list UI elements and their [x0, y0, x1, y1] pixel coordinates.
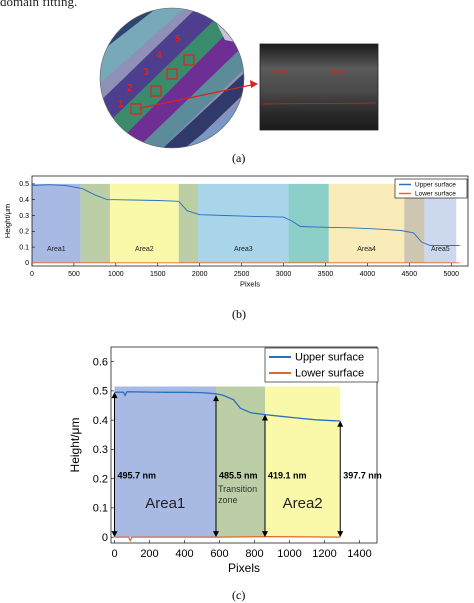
annotation-label: 495.7 nm: [118, 471, 157, 481]
x-tick-label: 400: [175, 548, 193, 560]
zoom-inset: Area1 Area2: [259, 43, 379, 131]
x-tick-label: 0: [30, 271, 34, 278]
x-axis-label: Pixels: [240, 280, 260, 289]
y-tick-label: 0.5: [93, 386, 108, 398]
x-tick-label: 1500: [150, 271, 166, 278]
region-band: [80, 183, 110, 263]
region-label: Area2: [283, 495, 323, 512]
region-band: [198, 183, 289, 263]
y-tick-label: 0.2: [93, 473, 108, 485]
x-tick-label: 1200: [312, 548, 336, 560]
legend-label: Upper surface: [295, 352, 364, 364]
marker-number: 1: [118, 99, 124, 110]
y-tick-label: 0.3: [93, 444, 108, 456]
x-tick-label: 600: [210, 548, 228, 560]
annotation-label: 485.5 nm: [219, 471, 258, 481]
arrow-head: [213, 531, 219, 538]
region-label: Area4: [357, 246, 376, 253]
region-band: [265, 386, 341, 538]
x-tick-label: 3000: [276, 271, 292, 278]
panel-a-label: (a): [232, 151, 246, 165]
region-band: [32, 183, 81, 263]
region-band: [404, 183, 425, 263]
arrow-head: [262, 531, 268, 538]
y-tick-label: 0: [25, 260, 29, 267]
x-tick-label: 2500: [234, 271, 250, 278]
y-axis-label: Height/μm: [68, 418, 82, 473]
axes-frame: [110, 346, 378, 544]
legend-box: [394, 178, 468, 199]
caption-fragment: domain fitting.: [0, 0, 78, 9]
marker-number: 4: [156, 50, 162, 61]
panel-c-label: (c): [232, 588, 246, 602]
y-tick-label: 0.1: [19, 244, 29, 251]
x-tick-label: 1400: [347, 548, 371, 560]
y-tick-label: 0.5: [19, 181, 29, 188]
x-tick-label: 1000: [108, 271, 124, 278]
arrow-head: [111, 531, 118, 538]
x-tick-label: 500: [68, 271, 80, 278]
y-axis-label: Height/μm: [3, 204, 12, 238]
region-band: [178, 183, 199, 263]
x-tick-label: 3500: [318, 271, 334, 278]
x-tick-label: 2000: [192, 271, 208, 278]
y-tick-label: 0.4: [93, 415, 108, 427]
x-tick-label: 0: [111, 548, 117, 560]
region-label: Area1: [47, 246, 66, 253]
x-tick-label: 4500: [402, 271, 418, 278]
y-tick-label: 0.1: [93, 503, 108, 515]
panel-b-chart: Area1 Area2 Area3 Area4 Area5 0 500 1000 1500 200…: [3, 175, 469, 289]
region-label: Area5: [431, 246, 450, 253]
arrow-head: [337, 531, 344, 538]
marker-number: 3: [143, 67, 149, 78]
region-label: Area3: [234, 246, 253, 253]
region-label: Area1: [145, 495, 185, 512]
y-tick-label: 0.4: [19, 197, 29, 204]
series-line: [114, 535, 341, 543]
series-line: [31, 184, 460, 246]
arrow-head: [262, 414, 268, 421]
x-tick-label: 5000: [443, 271, 459, 278]
wafer-markers: 1 2 3 4 5: [118, 34, 195, 115]
region-label: Area2: [135, 246, 154, 253]
legend-box: [264, 347, 379, 383]
panel-a-figure: 1 2 3 4 5 Area1 Area2: [99, 7, 379, 149]
legend-label: Upper surface: [415, 182, 456, 189]
region-label: Transition: [218, 484, 257, 494]
region-band: [114, 386, 216, 538]
series-line: [114, 391, 341, 422]
region-band: [109, 183, 179, 263]
region-label: zone: [218, 495, 238, 505]
zoom-label: Area1: [272, 70, 289, 76]
axes-frame: [31, 175, 469, 267]
arrow-head: [213, 395, 219, 402]
region-band: [328, 183, 405, 263]
y-tick-label: 0.2: [19, 229, 29, 236]
legend-label: Lower surface: [415, 191, 456, 198]
x-axis-label: Pixels: [228, 561, 260, 575]
x-tick-label: 1000: [277, 548, 301, 560]
marker-number: 5: [175, 34, 181, 45]
y-tick-label: 0.6: [93, 356, 108, 368]
annotation-label: 397.7 nm: [343, 471, 382, 481]
arrow-head: [337, 420, 344, 427]
y-tick-label: 0: [102, 532, 108, 544]
marker-number: 2: [127, 83, 133, 94]
arrow-head: [111, 392, 118, 399]
x-tick-label: 800: [245, 548, 263, 560]
region-band: [216, 386, 265, 538]
annotation-label: 419.1 nm: [268, 471, 307, 481]
region-band: [288, 183, 329, 263]
x-tick-label: 200: [140, 548, 158, 560]
legend-label: Lower surface: [295, 368, 364, 380]
zoom-arrow: [140, 83, 257, 109]
x-tick-label: 4000: [360, 271, 376, 278]
panel-b-label: (b): [232, 307, 246, 321]
zoom-label: Area2: [330, 70, 347, 76]
y-tick-label: 0.3: [19, 213, 29, 220]
